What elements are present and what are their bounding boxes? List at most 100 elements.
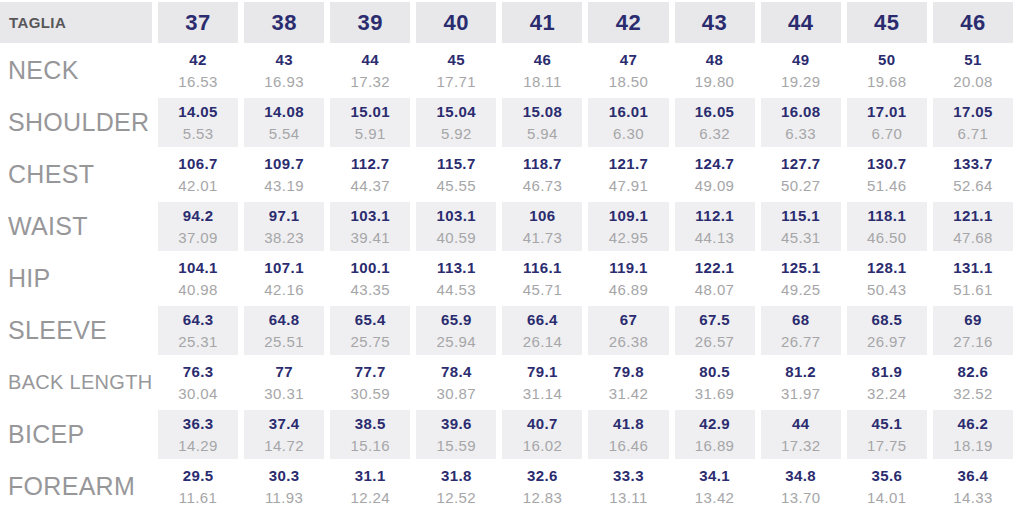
inch-value: 25.75 xyxy=(330,331,410,352)
header-row: TAGLIA37383940414243444546 xyxy=(0,2,1013,43)
measure-cell: 121.747.91 xyxy=(588,150,668,199)
row-label: BICEP xyxy=(0,410,152,459)
cm-value: 76.3 xyxy=(158,361,238,383)
measure-cell: 36.314.29 xyxy=(158,410,238,459)
inch-value: 31.42 xyxy=(588,383,668,404)
measure-cell: 31.812.52 xyxy=(416,462,496,511)
measure-cell: 79.831.42 xyxy=(588,358,668,407)
cm-value: 14.08 xyxy=(244,101,324,123)
inch-value: 14.72 xyxy=(244,435,324,456)
measure-cell: 6726.38 xyxy=(588,306,668,355)
cm-value: 42 xyxy=(158,49,238,71)
cm-value: 128.1 xyxy=(847,257,927,279)
measure-cell: 46.218.19 xyxy=(933,410,1013,459)
measure-cell: 40.716.02 xyxy=(502,410,582,459)
cm-value: 15.08 xyxy=(502,101,582,123)
inch-value: 30.04 xyxy=(158,383,238,404)
cm-value: 37.4 xyxy=(244,413,324,435)
cm-value: 35.6 xyxy=(847,465,927,487)
inch-value: 20.08 xyxy=(933,71,1013,92)
size-chart-table: TAGLIA37383940414243444546 NECK4216.5343… xyxy=(0,0,1013,514)
cm-value: 44 xyxy=(761,413,841,435)
inch-value: 11.61 xyxy=(158,487,238,508)
cm-value: 17.05 xyxy=(933,101,1013,123)
inch-value: 42.16 xyxy=(244,279,324,300)
size-header-cell: 41 xyxy=(502,2,582,43)
table-row: SHOULDER14.055.5314.085.5415.015.9115.04… xyxy=(0,98,1013,147)
inch-value: 6.71 xyxy=(933,123,1013,144)
cm-value: 14.05 xyxy=(158,101,238,123)
cm-value: 68 xyxy=(761,309,841,331)
inch-value: 31.69 xyxy=(675,383,755,404)
inch-value: 40.98 xyxy=(158,279,238,300)
cm-value: 69 xyxy=(933,309,1013,331)
inch-value: 27.16 xyxy=(933,331,1013,352)
inch-value: 47.91 xyxy=(588,175,668,196)
row-label: SHOULDER xyxy=(0,98,152,147)
inch-value: 45.31 xyxy=(761,227,841,248)
inch-value: 25.94 xyxy=(416,331,496,352)
size-header-cell: 46 xyxy=(933,2,1013,43)
inch-value: 43.19 xyxy=(244,175,324,196)
cm-value: 15.04 xyxy=(416,101,496,123)
inch-value: 46.50 xyxy=(847,227,927,248)
measure-cell: 66.426.14 xyxy=(502,306,582,355)
inch-value: 46.73 xyxy=(502,175,582,196)
measure-cell: 106.742.01 xyxy=(158,150,238,199)
cm-value: 97.1 xyxy=(244,205,324,227)
cm-value: 100.1 xyxy=(330,257,410,279)
size-header-cell: 42 xyxy=(588,2,668,43)
measure-cell: 4718.50 xyxy=(588,46,668,95)
inch-value: 26.77 xyxy=(761,331,841,352)
size-header-cell: 40 xyxy=(416,2,496,43)
measure-cell: 36.414.33 xyxy=(933,462,1013,511)
inch-value: 15.16 xyxy=(330,435,410,456)
table-row: HIP104.140.98107.142.16100.143.35113.144… xyxy=(0,254,1013,303)
cm-value: 31.8 xyxy=(416,465,496,487)
cm-value: 31.1 xyxy=(330,465,410,487)
inch-value: 41.73 xyxy=(502,227,582,248)
inch-value: 30.59 xyxy=(330,383,410,404)
measure-cell: 16.086.33 xyxy=(761,98,841,147)
size-header-cell: 37 xyxy=(158,2,238,43)
measure-cell: 41.816.46 xyxy=(588,410,668,459)
cm-value: 121.1 xyxy=(933,205,1013,227)
inch-value: 47.68 xyxy=(933,227,1013,248)
row-label: WAIST xyxy=(0,202,152,251)
row-label: HIP xyxy=(0,254,152,303)
inch-value: 45.71 xyxy=(502,279,582,300)
measure-cell: 64.325.31 xyxy=(158,306,238,355)
inch-value: 44.53 xyxy=(416,279,496,300)
size-header-cell: 43 xyxy=(675,2,755,43)
cm-value: 64.8 xyxy=(244,309,324,331)
taglia-header-cell: TAGLIA xyxy=(0,2,152,43)
measure-cell: 4417.32 xyxy=(761,410,841,459)
row-label: SLEEVE xyxy=(0,306,152,355)
cm-value: 45.1 xyxy=(847,413,927,435)
cm-value: 47 xyxy=(588,49,668,71)
inch-value: 25.31 xyxy=(158,331,238,352)
cm-value: 67.5 xyxy=(675,309,755,331)
inch-value: 13.42 xyxy=(675,487,755,508)
size-header-cell: 38 xyxy=(244,2,324,43)
measure-cell: 30.311.93 xyxy=(244,462,324,511)
measure-cell: 4316.93 xyxy=(244,46,324,95)
cm-value: 124.7 xyxy=(675,153,755,175)
measure-cell: 130.751.46 xyxy=(847,150,927,199)
inch-value: 51.61 xyxy=(933,279,1013,300)
measure-cell: 4216.53 xyxy=(158,46,238,95)
cm-value: 68.5 xyxy=(847,309,927,331)
measure-cell: 35.614.01 xyxy=(847,462,927,511)
cm-value: 16.08 xyxy=(761,101,841,123)
measure-cell: 77.730.59 xyxy=(330,358,410,407)
inch-value: 50.27 xyxy=(761,175,841,196)
inch-value: 32.52 xyxy=(933,383,1013,404)
cm-value: 115.7 xyxy=(416,153,496,175)
measure-cell: 5019.68 xyxy=(847,46,927,95)
measure-cell: 103.139.41 xyxy=(330,202,410,251)
measure-cell: 64.825.51 xyxy=(244,306,324,355)
measure-cell: 125.149.25 xyxy=(761,254,841,303)
measure-cell: 4919.29 xyxy=(761,46,841,95)
cm-value: 80.5 xyxy=(675,361,755,383)
inch-value: 14.33 xyxy=(933,487,1013,508)
